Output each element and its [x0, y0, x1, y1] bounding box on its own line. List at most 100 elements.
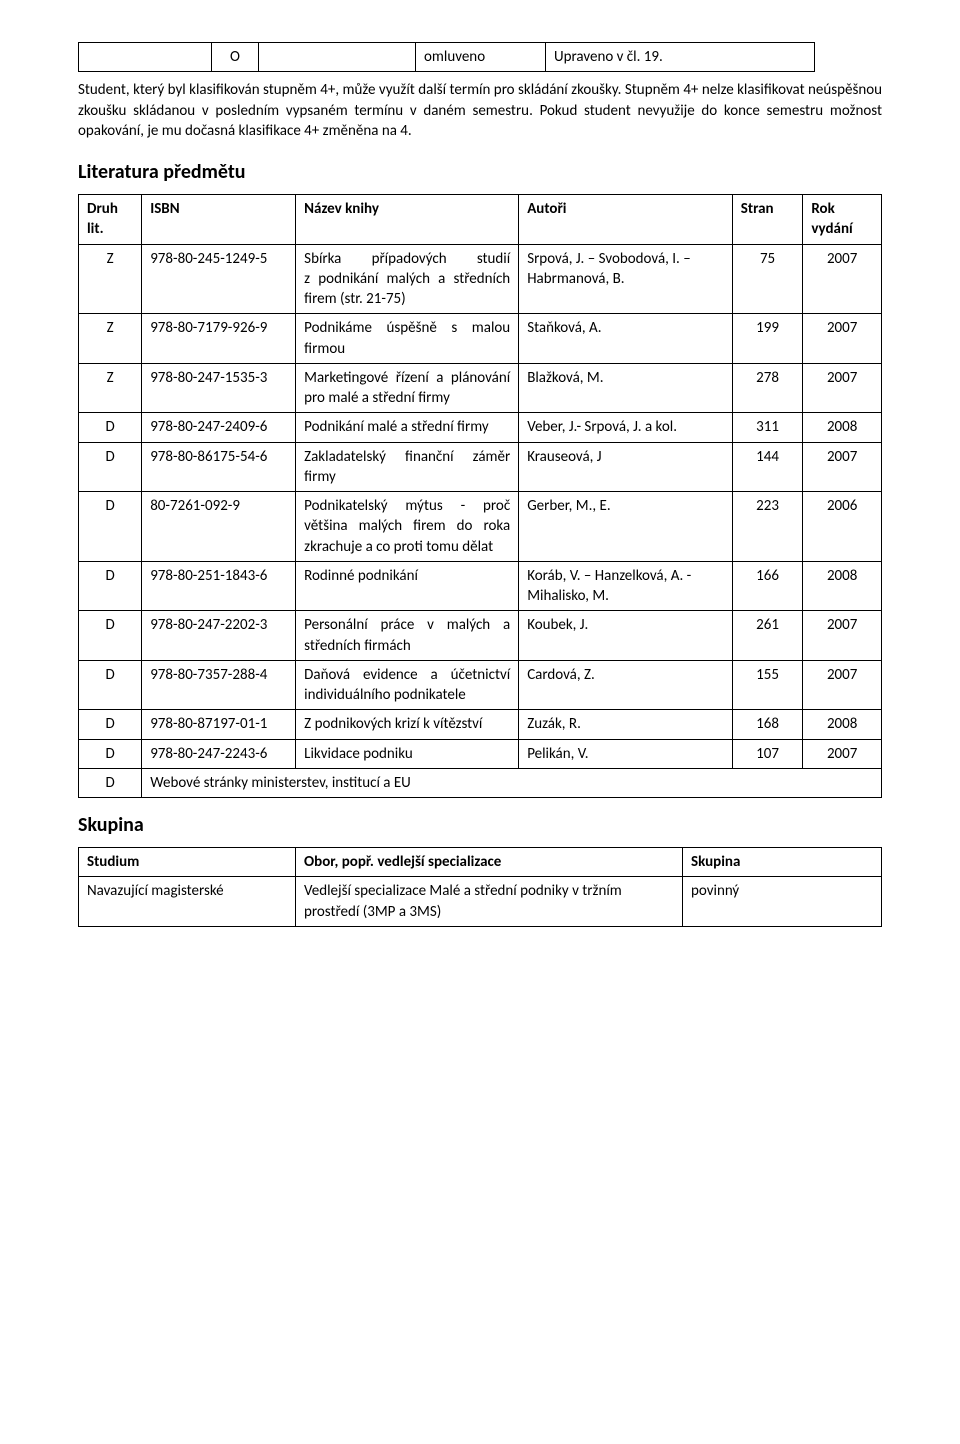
lit-isbn: 978-80-247-2202-3: [142, 611, 296, 661]
lit-rok: 2007: [803, 660, 882, 710]
lit-isbn: 978-80-7179-926-9: [142, 314, 296, 364]
lit-row: Z978-80-247-1535-3Marketingové řízení a …: [79, 363, 882, 413]
lit-isbn: 978-80-247-1535-3: [142, 363, 296, 413]
lit-th-isbn: ISBN: [142, 195, 296, 245]
lit-th-stran: Stran: [732, 195, 803, 245]
lit-rok: 2006: [803, 492, 882, 562]
lit-autori: Zuzák, R.: [519, 710, 733, 739]
lit-druh: D: [79, 768, 142, 797]
lit-stran: 168: [732, 710, 803, 739]
lit-row: Z978-80-7179-926-9Podnikáme úspěšně s ma…: [79, 314, 882, 364]
lit-rok: 2007: [803, 363, 882, 413]
lit-druh: D: [79, 492, 142, 562]
lit-rok: 2007: [803, 442, 882, 492]
lit-stran: 223: [732, 492, 803, 562]
lit-row: D978-80-251-1843-6Rodinné podnikáníKoráb…: [79, 561, 882, 611]
lit-stran: 75: [732, 244, 803, 314]
lit-footer-text: Webové stránky ministerstev, institucí a…: [142, 768, 882, 797]
skupina-studium: Navazující magisterské: [79, 877, 296, 927]
lit-nazev: Podnikáme úspěšně s malou firmou: [296, 314, 519, 364]
legend-table: O omluveno Upraveno v čl. 19.: [78, 42, 815, 72]
lit-isbn: 978-80-245-1249-5: [142, 244, 296, 314]
lit-druh: D: [79, 660, 142, 710]
lit-druh: D: [79, 442, 142, 492]
lit-nazev: Marketingové řízení a plánování pro malé…: [296, 363, 519, 413]
lit-stran: 261: [732, 611, 803, 661]
legend-cell: [79, 43, 212, 72]
literature-table: Druh lit. ISBN Název knihy Autoři Stran …: [78, 194, 882, 798]
skupina-table: Studium Obor, popř. vedlejší specializac…: [78, 847, 882, 927]
lit-th-nazev: Název knihy: [296, 195, 519, 245]
lit-stran: 166: [732, 561, 803, 611]
skupina-th-studium: Studium: [79, 848, 296, 877]
lit-nazev: Personální práce v malých a středních fi…: [296, 611, 519, 661]
lit-isbn: 978-80-247-2409-6: [142, 413, 296, 442]
lit-nazev: Podnikání malé a střední firmy: [296, 413, 519, 442]
lit-row: D978-80-247-2202-3Personální práce v mal…: [79, 611, 882, 661]
lit-isbn: 978-80-7357-288-4: [142, 660, 296, 710]
skupina-skupina: povinný: [683, 877, 882, 927]
legend-cell: [259, 43, 416, 72]
lit-autori: Srpová, J. – Svobodová, I. – Habrmanová,…: [519, 244, 733, 314]
lit-isbn: 80-7261-092-9: [142, 492, 296, 562]
lit-rok: 2007: [803, 739, 882, 768]
lit-autori: Krauseová, J: [519, 442, 733, 492]
lit-druh: Z: [79, 363, 142, 413]
lit-row: D978-80-87197-01-1Z podnikových krizí k …: [79, 710, 882, 739]
lit-rok: 2007: [803, 611, 882, 661]
lit-nazev: Likvidace podniku: [296, 739, 519, 768]
lit-row: D978-80-7357-288-4Daňová evidence a účet…: [79, 660, 882, 710]
lit-nazev: Rodinné podnikání: [296, 561, 519, 611]
lit-stran: 199: [732, 314, 803, 364]
lit-rok: 2007: [803, 314, 882, 364]
intro-paragraph: Student, který byl klasifikován stupněm …: [78, 80, 882, 141]
lit-row: D80-7261-092-9Podnikatelský mýtus - proč…: [79, 492, 882, 562]
lit-nazev: Daňová evidence a účetnictví individuáln…: [296, 660, 519, 710]
legend-cell: Upraveno v čl. 19.: [546, 43, 815, 72]
lit-row: D978-80-247-2409-6Podnikání malé a střed…: [79, 413, 882, 442]
lit-row: D978-80-247-2243-6Likvidace podnikuPelik…: [79, 739, 882, 768]
lit-stran: 107: [732, 739, 803, 768]
lit-druh: D: [79, 561, 142, 611]
lit-autori: Gerber, M., E.: [519, 492, 733, 562]
skupina-obor: Vedlejší specializace Malé a střední pod…: [296, 877, 683, 927]
lit-nazev: Podnikatelský mýtus - proč většina malýc…: [296, 492, 519, 562]
lit-row: D978-80-86175-54-6Zakladatelský finanční…: [79, 442, 882, 492]
lit-druh: D: [79, 710, 142, 739]
lit-rok: 2008: [803, 710, 882, 739]
lit-th-rok: Rok vydání: [803, 195, 882, 245]
lit-th-autori: Autoři: [519, 195, 733, 245]
lit-stran: 155: [732, 660, 803, 710]
lit-druh: D: [79, 611, 142, 661]
lit-druh: D: [79, 413, 142, 442]
lit-stran: 311: [732, 413, 803, 442]
lit-isbn: 978-80-87197-01-1: [142, 710, 296, 739]
lit-druh: Z: [79, 244, 142, 314]
lit-rok: 2008: [803, 561, 882, 611]
skupina-heading: Skupina: [78, 812, 882, 839]
lit-stran: 278: [732, 363, 803, 413]
skupina-th-obor: Obor, popř. vedlejší specializace: [296, 848, 683, 877]
lit-autori: Staňková, A.: [519, 314, 733, 364]
skupina-th-skupina: Skupina: [683, 848, 882, 877]
legend-cell: omluveno: [416, 43, 546, 72]
legend-cell: O: [212, 43, 259, 72]
lit-isbn: 978-80-86175-54-6: [142, 442, 296, 492]
lit-rok: 2007: [803, 244, 882, 314]
lit-rok: 2008: [803, 413, 882, 442]
lit-autori: Blažková, M.: [519, 363, 733, 413]
lit-autori: Koráb, V. – Hanzelková, A. - Mihalisko, …: [519, 561, 733, 611]
lit-druh: Z: [79, 314, 142, 364]
lit-autori: Cardová, Z.: [519, 660, 733, 710]
lit-autori: Pelikán, V.: [519, 739, 733, 768]
lit-isbn: 978-80-251-1843-6: [142, 561, 296, 611]
lit-footer-row: DWebové stránky ministerstev, institucí …: [79, 768, 882, 797]
lit-nazev: Z podnikových krizí k vítězství: [296, 710, 519, 739]
lit-autori: Veber, J.- Srpová, J. a kol.: [519, 413, 733, 442]
lit-nazev: Zakladatelský finanční záměr firmy: [296, 442, 519, 492]
lit-isbn: 978-80-247-2243-6: [142, 739, 296, 768]
lit-nazev: Sbírka případových studií z podnikání ma…: [296, 244, 519, 314]
lit-th-druh: Druh lit.: [79, 195, 142, 245]
lit-druh: D: [79, 739, 142, 768]
lit-row: Z978-80-245-1249-5Sbírka případových stu…: [79, 244, 882, 314]
